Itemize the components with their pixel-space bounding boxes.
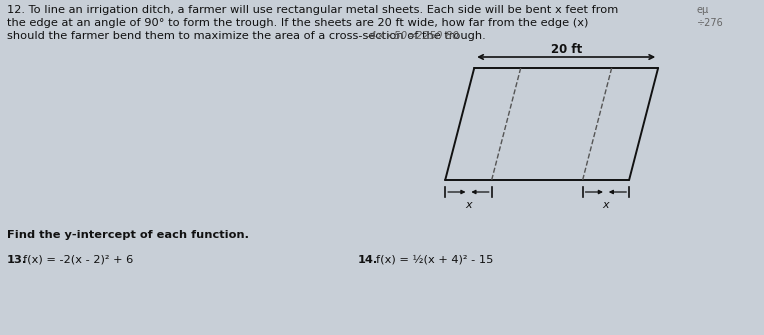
Text: the edge at an angle of 90° to form the trough. If the sheets are 20 ft wide, ho: the edge at an angle of 90° to form the … [7, 18, 588, 28]
Text: eµ: eµ [697, 5, 709, 15]
Text: 12. To line an irrigation ditch, a farmer will use rectangular metal sheets. Eac: 12. To line an irrigation ditch, a farme… [7, 5, 618, 15]
Text: f(x) = -2(x - 2)² + 6: f(x) = -2(x - 2)² + 6 [23, 255, 134, 265]
Text: 20 ft: 20 ft [551, 43, 582, 56]
Text: should the farmer bend them to maximize the area of a cross-section of the troug: should the farmer bend them to maximize … [7, 31, 486, 41]
Text: -4××50=2250 80: -4××50=2250 80 [366, 31, 458, 41]
Text: x: x [603, 200, 609, 210]
Text: ÷276: ÷276 [697, 18, 724, 28]
Text: x: x [465, 200, 471, 210]
Text: Find the y-intercept of each function.: Find the y-intercept of each function. [7, 230, 249, 240]
Text: 13.: 13. [7, 255, 27, 265]
Text: f(x) = ½(x + 4)² - 15: f(x) = ½(x + 4)² - 15 [376, 255, 493, 265]
Text: 14.: 14. [358, 255, 378, 265]
